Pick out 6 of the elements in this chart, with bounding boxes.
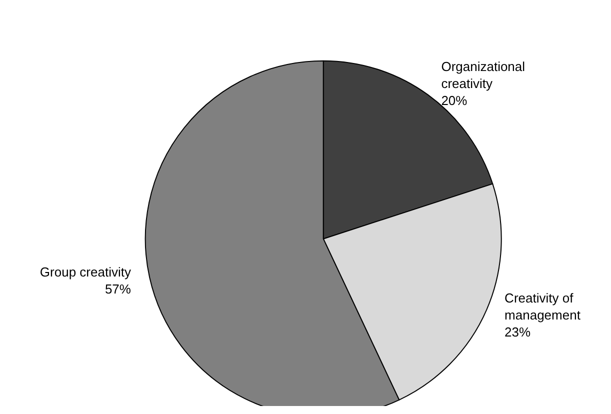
data-label: 20% xyxy=(441,93,468,108)
slice-label: Organizational creativity xyxy=(441,59,529,92)
slice-label: Group creativity xyxy=(40,264,132,280)
data-label: 57% xyxy=(104,282,132,297)
slice-label: Creativity of management xyxy=(504,290,581,323)
data-label: 23% xyxy=(504,324,532,340)
